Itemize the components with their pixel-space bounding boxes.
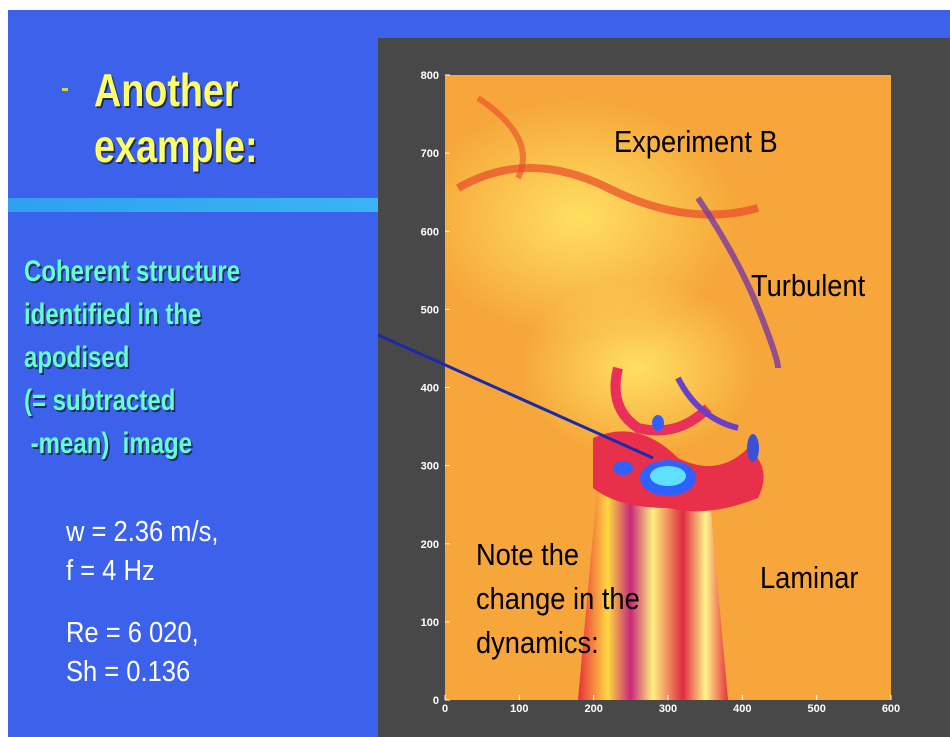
parameter: Re = 6 020,	[66, 617, 199, 649]
annotation-line: identified in the	[24, 298, 202, 331]
annotation-line: -mean) image	[24, 427, 193, 460]
annotation-line: (= subtracted	[24, 384, 176, 417]
y-tick-label: 400	[421, 383, 439, 395]
bullet	[62, 88, 68, 91]
y-tick-label: 0	[433, 695, 439, 707]
slide: Another example: Coherent structure ident…	[8, 10, 950, 737]
y-tick-label: 500	[421, 304, 439, 316]
annotation-line: Coherent structure	[24, 255, 241, 288]
y-tick-label: 100	[421, 617, 439, 629]
stripe	[8, 198, 378, 212]
y-tick-label: 700	[421, 148, 439, 160]
y-tick-label: 200	[421, 539, 439, 551]
figure-label: Laminar	[760, 561, 859, 595]
parameters: w = 2.36 m/s, f = 4 Hz Re = 6 020, Sh = 0.1…	[66, 513, 218, 692]
parameter: Sh = 0.136	[66, 656, 191, 688]
slide-title: Another example:	[94, 64, 258, 172]
parameter: f = 4 Hz	[66, 555, 155, 587]
figure-label: change in the	[476, 582, 640, 616]
figure-label: Note the	[476, 538, 579, 572]
parameter: w = 2.36 m/s,	[66, 516, 219, 548]
x-tick-label: 600	[882, 703, 900, 715]
x-tick-label: 0	[442, 703, 448, 715]
y-tick-label: 300	[421, 461, 439, 473]
x-tick-label: 100	[510, 703, 528, 715]
connector	[378, 333, 654, 460]
figure: 0 100 200 300 400 500 600 0 100 200 300 400 500 600 70…	[378, 38, 950, 737]
annotation: Coherent structure identified in the apodi…	[24, 250, 240, 465]
figure-label: Turbulent	[751, 269, 865, 303]
x-tick-label: 200	[584, 703, 602, 715]
flame-image	[445, 75, 891, 700]
y-tick-label: 800	[421, 70, 439, 82]
x-tick-label: 500	[807, 703, 825, 715]
y-tick-label: 600	[421, 226, 439, 238]
annotation-line: apodised	[24, 341, 130, 374]
figure-label: Experiment B	[614, 125, 778, 159]
figure-label: dynamics:	[476, 626, 599, 660]
x-tick-label: 300	[659, 703, 677, 715]
x-tick-label: 400	[733, 703, 751, 715]
